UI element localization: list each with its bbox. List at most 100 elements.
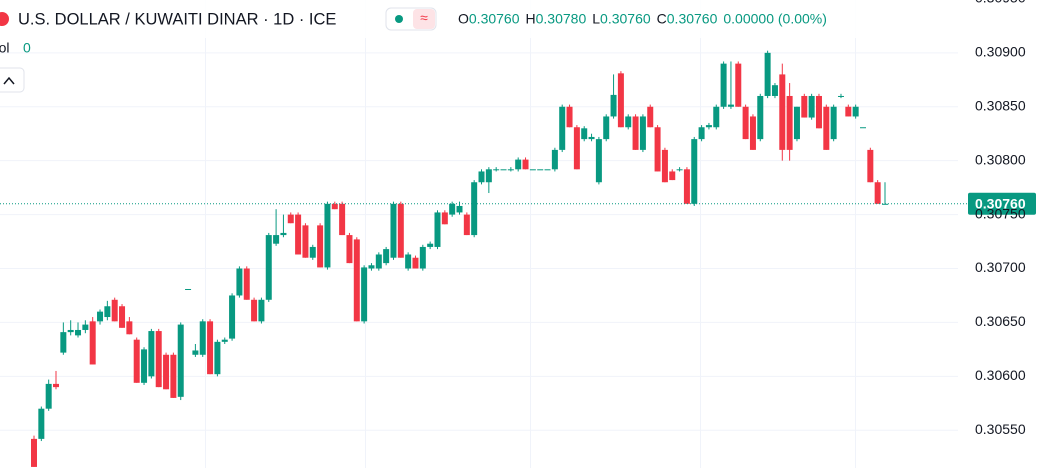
- candle-body: [749, 116, 756, 150]
- symbol-icon: [0, 12, 9, 26]
- candle-body: [441, 212, 448, 225]
- candle-body: [720, 63, 727, 107]
- candle-body: [654, 127, 661, 172]
- candle-body: [808, 95, 815, 118]
- candle-body: [639, 116, 646, 150]
- legend-value: 0.30780: [536, 11, 587, 27]
- y-tick-label: 0.30800: [975, 151, 1026, 167]
- candle-body: [133, 339, 140, 383]
- candle-body: [742, 106, 749, 140]
- candle-body: [573, 127, 580, 170]
- candle-body: [75, 329, 82, 336]
- candle-body: [691, 139, 698, 204]
- candle-body: [485, 169, 492, 183]
- collapse-button[interactable]: [0, 67, 25, 93]
- y-tick-label: 0.30900: [975, 44, 1026, 60]
- candle-body: [155, 331, 162, 388]
- y-tick-label: 0.30950: [975, 0, 1026, 6]
- candle-body: [478, 171, 485, 183]
- candle-body: [287, 214, 294, 224]
- candle-body: [375, 254, 382, 269]
- candle-body: [368, 265, 375, 269]
- candle-body: [339, 203, 346, 236]
- candle-body: [471, 182, 478, 236]
- candle-body: [551, 149, 558, 170]
- candle-body: [837, 95, 844, 97]
- candle-body: [434, 212, 441, 247]
- candle-body: [67, 329, 74, 333]
- price-axis: 0.309500.309000.308500.308000.307500.307…: [975, 0, 1026, 437]
- y-tick-label: 0.30600: [975, 367, 1026, 383]
- candle-body: [771, 85, 778, 96]
- candle-body: [463, 214, 470, 236]
- candle-body: [163, 354, 170, 390]
- candle-body: [683, 169, 690, 204]
- candle-body: [419, 246, 426, 269]
- candle-body: [793, 106, 800, 140]
- candle-body: [111, 299, 118, 322]
- overlay: 0.30760: [0, 192, 1036, 215]
- candle-body: [500, 169, 507, 171]
- legend-change: 0.00000 (0.00%): [723, 11, 827, 27]
- candle-body: [383, 249, 390, 264]
- candle-body: [874, 182, 881, 204]
- candle-body: [867, 149, 874, 183]
- candle-body: [126, 321, 133, 335]
- chart-title: U.S. DOLLAR / KUWAITI DINAR · 1D · ICE: [18, 10, 336, 28]
- candle-body: [170, 354, 177, 398]
- candle-body: [229, 295, 236, 339]
- candle-body: [353, 239, 360, 322]
- candle-body: [82, 324, 89, 330]
- candle-body: [361, 267, 368, 322]
- candle-body: [192, 350, 199, 355]
- candle-body: [243, 268, 250, 300]
- candle-body: [713, 106, 720, 128]
- volume-label: Vol: [0, 40, 9, 56]
- candle-body: [295, 214, 302, 255]
- candle-body: [852, 106, 859, 117]
- candle-body: [302, 225, 309, 258]
- volume-value: 0: [23, 40, 31, 56]
- candle-body: [493, 169, 500, 171]
- candle-body: [705, 125, 712, 128]
- candle-body: [632, 116, 639, 150]
- candle-body: [317, 225, 324, 268]
- y-tick-label: 0.30750: [975, 205, 1026, 221]
- candle-body: [801, 95, 808, 118]
- candle-body: [786, 95, 793, 150]
- candle-body: [617, 73, 624, 128]
- candle-body: [236, 268, 243, 296]
- delay-badge: [413, 9, 435, 29]
- candle-body: [830, 106, 837, 140]
- candle-body: [199, 321, 206, 355]
- candle-body: [588, 136, 595, 140]
- candle-body: [221, 339, 228, 342]
- candle-body: [661, 149, 668, 183]
- candle-body: [779, 74, 786, 150]
- candle-body: [507, 169, 514, 171]
- candle-body: [31, 438, 37, 467]
- candle-body: [405, 254, 412, 269]
- candle-body: [273, 235, 280, 244]
- candles: [31, 50, 888, 467]
- candle-body: [258, 299, 265, 322]
- candle-body: [522, 159, 529, 170]
- candle-body: [309, 246, 316, 258]
- legend-value: 0.30760: [667, 11, 718, 27]
- candle-body: [38, 408, 45, 439]
- candle-body: [177, 324, 184, 397]
- legend-letter: O: [458, 11, 469, 27]
- candle-body: [89, 321, 96, 365]
- candle-body: [251, 299, 258, 322]
- candle-body: [412, 257, 419, 269]
- candle-body: [669, 171, 676, 181]
- candle-body: [148, 331, 155, 377]
- candle-body: [566, 106, 573, 128]
- time-grid: [205, 0, 856, 468]
- candle-body: [544, 169, 551, 171]
- candle-body: [647, 106, 654, 128]
- candle-body: [815, 95, 822, 129]
- candle-body: [346, 235, 353, 264]
- header-bg: [0, 0, 880, 38]
